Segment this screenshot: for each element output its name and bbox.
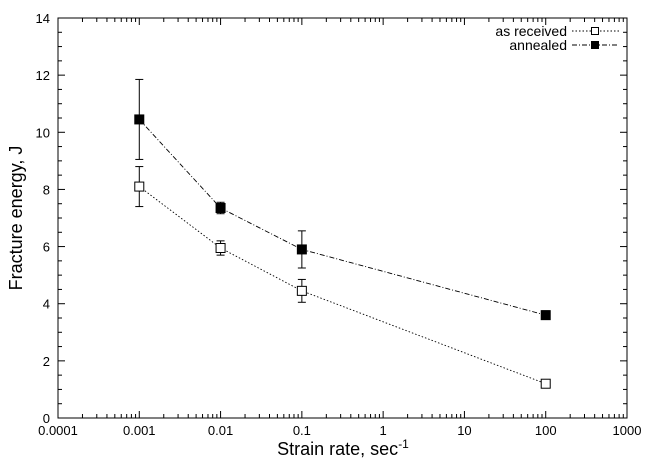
y-tick-label: 8 [43,182,50,197]
legend-marker [591,41,599,49]
y-tick-label: 10 [36,125,50,140]
axis-ticks [57,17,628,419]
data-point [540,310,551,321]
x-tick-label: 1 [380,423,387,438]
x-axis-title: Strain rate, sec-1 [277,437,409,459]
y-tick-label: 2 [43,354,50,369]
x-tick-label: 10 [457,423,471,438]
x-tick-label: 0.1 [293,423,311,438]
legend-sample-as-received [572,27,619,35]
x-tick-label: 0.0001 [38,423,78,438]
data-point [134,181,145,192]
series-layer [134,78,551,389]
x-tick-label: 100 [535,423,557,438]
x-tick-label: 0.001 [123,423,156,438]
y-tick-label: 0 [43,411,50,426]
data-point [296,285,307,296]
y-axis-title: Fracture energy, J [6,146,26,291]
legend-label-as-received: as received [495,23,567,39]
series-line [139,186,546,385]
data-point [215,203,226,213]
plot-frame [57,17,628,419]
y-tick-label: 6 [43,240,50,255]
data-point [215,243,226,253]
x-tick-label: 0.01 [208,423,233,438]
data-point [134,114,145,125]
data-point [296,244,307,255]
y-tick-label: 14 [36,11,50,26]
series-as-received [134,166,551,389]
series-annealed [134,78,551,321]
x-tick-label: 1000 [613,423,642,438]
legend-label-annealed: annealed [509,37,567,53]
series-line [138,119,546,316]
y-tick-labels: 0 2 4 6 8 10 12 14 [36,11,50,426]
data-point [540,378,551,389]
legend: as received annealed [495,23,619,53]
y-tick-label: 4 [43,297,50,312]
x-tick-labels: 0.0001 0.001 0.01 0.1 1 10 100 1000 [38,423,641,438]
y-tick-label: 12 [36,68,50,83]
legend-marker [591,27,599,35]
legend-sample-annealed [572,41,619,49]
